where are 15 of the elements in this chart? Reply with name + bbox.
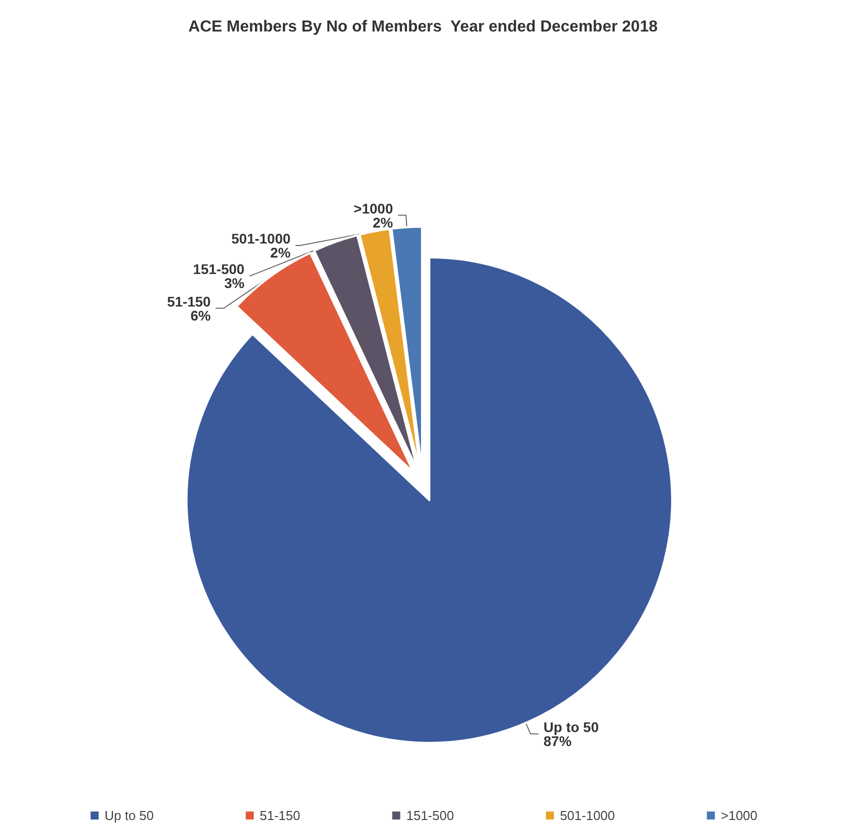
data-label: 2%: [270, 244, 292, 261]
slice-label: >1000: [354, 200, 394, 216]
slice-label: 151-500: [193, 261, 245, 278]
chart-title: ACE Members By No of Members Year ended December 2018: [188, 18, 658, 36]
legend-label: 51-150: [260, 808, 300, 823]
legend-label: 501-1000: [560, 808, 615, 823]
data-label: 6%: [190, 307, 212, 324]
legend-label: 151-500: [406, 808, 454, 823]
legend-label: Up to 50: [104, 808, 154, 823]
data-label: 2%: [372, 214, 394, 230]
slice-label: 501-1000: [231, 230, 291, 247]
slice-label: 51-150: [167, 293, 211, 310]
slice-label: Up to 50: [544, 718, 599, 735]
legend-label: >1000: [720, 808, 758, 823]
data-label: 3%: [224, 275, 245, 292]
